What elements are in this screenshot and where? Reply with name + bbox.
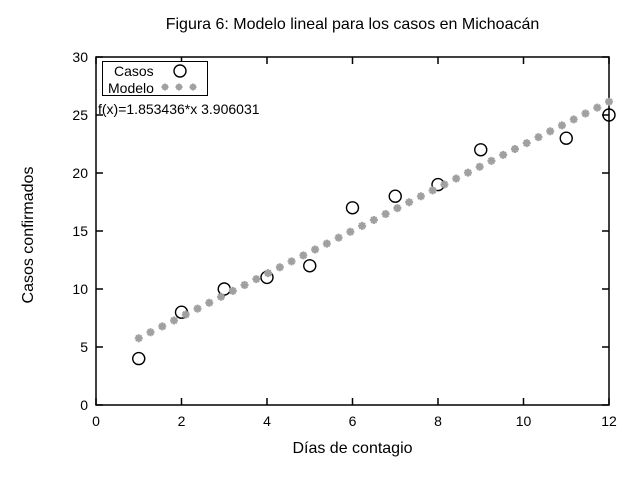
modelo-asterisk-marker-icon — [175, 83, 183, 91]
modelo-data-point — [475, 162, 484, 171]
legend-markers — [161, 64, 197, 91]
modelo-data-point — [499, 150, 508, 159]
casos-circle-marker-icon — [173, 64, 187, 78]
modelo-data-point — [299, 251, 308, 260]
modelo-asterisk-marker-icon — [161, 83, 169, 91]
modelo-data-point — [510, 144, 519, 153]
modelo-data-point — [463, 168, 472, 177]
modelo-data-point — [557, 121, 566, 130]
casos-data-point — [474, 143, 488, 157]
modelo-data-point — [381, 210, 390, 219]
modelo-data-point — [593, 103, 602, 112]
x-tick-label: 10 — [516, 413, 532, 429]
modelo-data-point — [311, 245, 320, 254]
modelo-data-point — [264, 269, 273, 278]
chart-title: Figura 6: Modelo lineal para los casos e… — [165, 16, 540, 33]
x-axis-label: Días de contagio — [292, 440, 413, 457]
modelo-data-point — [287, 257, 296, 266]
casos-data-point — [559, 131, 573, 145]
x-tick-label: 8 — [434, 413, 442, 429]
modelo-data-point — [346, 227, 355, 236]
model-equation-annotation: f(x)=1.853436*x 3.906031 — [98, 101, 260, 117]
x-tick-label: 2 — [178, 413, 186, 429]
modelo-data-point — [416, 192, 425, 201]
modelo-data-point — [181, 310, 190, 319]
x-tick-label: 0 — [92, 413, 100, 429]
casos-data-point — [345, 201, 360, 215]
modelo-data-point — [334, 233, 343, 242]
modelo-data-point — [240, 280, 249, 289]
modelo-data-point — [452, 174, 461, 183]
modelo-data-point — [358, 221, 367, 230]
y-tick-label: 15 — [72, 223, 88, 239]
modelo-data-point — [252, 275, 261, 284]
modelo-data-point — [393, 204, 402, 213]
modelo-data-point — [146, 328, 155, 337]
modelo-data-point — [205, 298, 214, 307]
modelo-data-point — [322, 239, 331, 248]
modelo-data-point — [522, 139, 531, 148]
modelo-data-point — [428, 186, 437, 195]
modelo-data-point — [170, 316, 179, 325]
legend-label-modelo: Modelo — [108, 80, 154, 96]
x-tick-label: 4 — [263, 413, 271, 429]
modelo-data-point — [405, 198, 414, 207]
modelo-data-point — [581, 109, 590, 118]
legend: Casos Modelo — [102, 61, 208, 96]
modelo-data-point — [605, 97, 613, 106]
y-tick-label: 0 — [80, 397, 88, 413]
x-tick-label: 12 — [601, 413, 617, 429]
modelo-data-point — [193, 304, 202, 313]
casos-data-point — [602, 108, 616, 122]
modelo-data-point — [275, 263, 284, 272]
modelo-data-point — [440, 180, 449, 189]
modelo-data-point — [134, 334, 143, 343]
y-tick-label: 20 — [72, 165, 88, 181]
modelo-data-point — [369, 215, 378, 224]
modelo-asterisk-marker-icon — [189, 83, 197, 91]
modelo-data-point — [158, 322, 167, 331]
legend-label-casos: Casos — [114, 63, 154, 79]
x-tick-label: 6 — [349, 413, 357, 429]
y-tick-label: 10 — [72, 281, 88, 297]
casos-data-point — [132, 351, 146, 366]
modelo-data-point — [487, 156, 496, 165]
modelo-data-point — [546, 127, 555, 136]
y-tick-label: 5 — [80, 339, 88, 355]
modelo-data-point — [569, 115, 578, 124]
casos-data-point — [388, 189, 402, 203]
casos-data-point — [303, 259, 317, 273]
modelo-data-point — [534, 133, 543, 142]
modelo-data-point — [228, 286, 237, 295]
y-tick-label: 30 — [72, 49, 88, 65]
y-tick-label: 25 — [72, 107, 88, 123]
modelo-data-point — [217, 292, 226, 301]
